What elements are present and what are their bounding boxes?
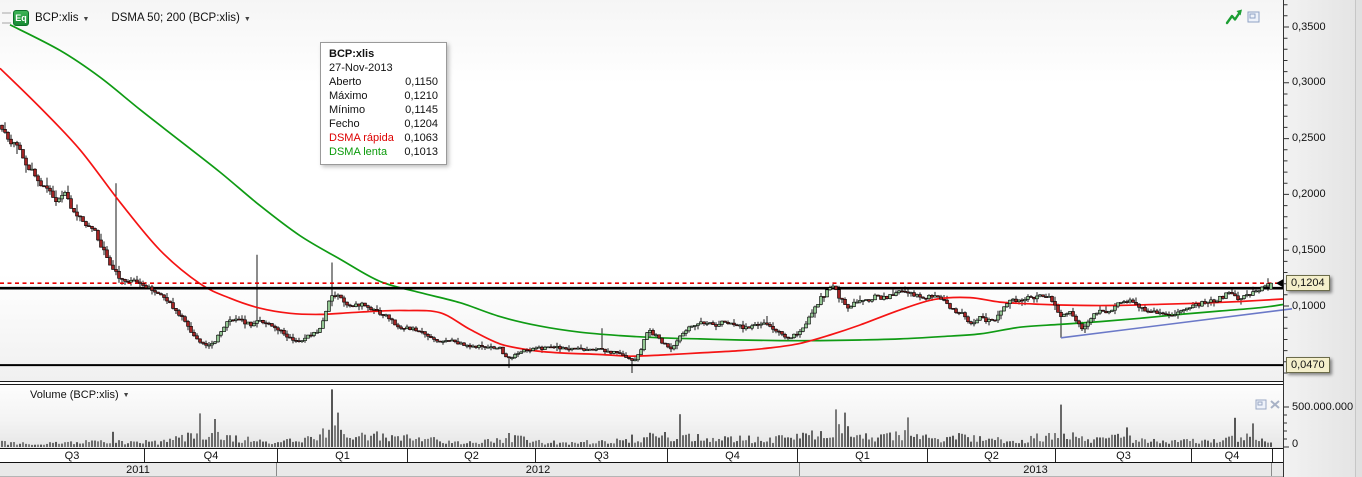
tooltip-row-ma-fast: DSMA rápida 0,1063 — [329, 132, 438, 144]
volume-pane[interactable] — [0, 385, 1283, 448]
last-price-marker-icon — [1276, 279, 1283, 288]
restore-volume-pane-icon[interactable] — [1255, 399, 1268, 410]
candle-tooltip: BCP:xlis 27-Nov-2013 Aberto 0,1150 Máximo… — [320, 42, 447, 165]
volume-axis-max-label: 500.000.000 — [1292, 401, 1354, 413]
chevron-down-icon: ▼ — [122, 391, 130, 399]
hline-label-box: 0,0470 — [1286, 357, 1330, 374]
volume-label: Volume (BCP:xlis) — [30, 389, 119, 401]
indicator-dropdown[interactable]: DSMA 50; 200 (BCP:xlis) ▼ — [111, 12, 250, 24]
tooltip-title: BCP:xlis — [329, 48, 375, 60]
chart-header: Eq BCP:xlis ▼ DSMA 50; 200 (BCP:xlis) ▼ — [0, 8, 251, 28]
quarter-cell: Q2 — [408, 449, 536, 462]
year-cell: 2013 — [800, 463, 1272, 476]
tooltip-row-low: Mínimo 0,1145 — [329, 104, 438, 116]
price-tick-label: 0,2500 — [1292, 132, 1326, 145]
candles-group — [0, 124, 1273, 362]
main-chart-pane[interactable] — [0, 0, 1283, 381]
ma-slow-line — [9, 24, 1284, 342]
restore-pane-icon[interactable] — [1247, 11, 1261, 23]
trend-arrow-icon[interactable] — [1224, 7, 1244, 26]
symbol-label: BCP:xlis — [35, 12, 79, 24]
quarter-cell: Q4 — [1192, 449, 1273, 462]
tooltip-row-high: Máximo 0,1210 — [329, 90, 438, 102]
year-cell: 2012 — [277, 463, 800, 476]
trendline[interactable] — [1060, 307, 1293, 339]
price-tick-label: 0,3500 — [1292, 20, 1326, 33]
quarter-cell: Q2 — [928, 449, 1056, 462]
chevron-down-icon: ▼ — [82, 16, 90, 23]
quarter-cell: Q3 — [536, 449, 668, 462]
time-axis-quarter-row[interactable]: Q3 Q4 Q1 Q2 Q3 Q4 Q1 Q2 Q3 Q4 — [0, 448, 1283, 463]
drag-handle-icon[interactable] — [2, 12, 11, 24]
quarter-cell: Q4 — [145, 449, 278, 462]
quarter-cell: Q1 — [278, 449, 408, 462]
time-axis-year-row[interactable]: 2011 2012 2013 — [0, 463, 1283, 477]
tooltip-row-close: Fecho 0,1204 — [329, 118, 438, 130]
price-tick-label: 0,2000 — [1292, 187, 1326, 200]
symbol-dropdown[interactable]: BCP:xlis ▼ — [35, 12, 89, 24]
tooltip-row-ma-slow: DSMA lenta 0,1013 — [329, 146, 438, 158]
volume-bars-group — [1, 389, 1272, 447]
scrollbar[interactable] — [1355, 0, 1362, 477]
last-price-label-box: 0,1204 — [1286, 275, 1330, 292]
close-volume-pane-icon[interactable] — [1269, 399, 1281, 410]
quarter-cell: Q4 — [668, 449, 798, 462]
price-tick-label: 0,1500 — [1292, 243, 1326, 256]
volume-axis-zero-label: 0 — [1292, 438, 1299, 450]
quarter-cell: Q3 — [1056, 449, 1192, 462]
indicator-label: DSMA 50; 200 (BCP:xlis) — [111, 12, 240, 24]
quarter-cell: Q3 — [0, 449, 145, 462]
tooltip-date: 27-Nov-2013 — [329, 62, 393, 74]
axis-ticks — [1283, 4, 1289, 448]
year-cell: 2011 — [0, 463, 277, 476]
price-tick-label: 0,3000 — [1292, 76, 1326, 89]
chevron-down-icon: ▼ — [243, 16, 251, 23]
tooltip-row-open: Aberto 0,1150 — [329, 76, 438, 88]
price-tick-label: 0,1000 — [1292, 299, 1326, 312]
price-axis-strip[interactable] — [1283, 0, 1362, 477]
pane-separator[interactable] — [0, 381, 1283, 385]
equity-badge-icon: Eq — [13, 10, 29, 26]
volume-dropdown[interactable]: Volume (BCP:xlis) ▼ — [30, 389, 130, 401]
quarter-cell: Q1 — [798, 449, 928, 462]
ma-fast-line — [0, 67, 1284, 358]
